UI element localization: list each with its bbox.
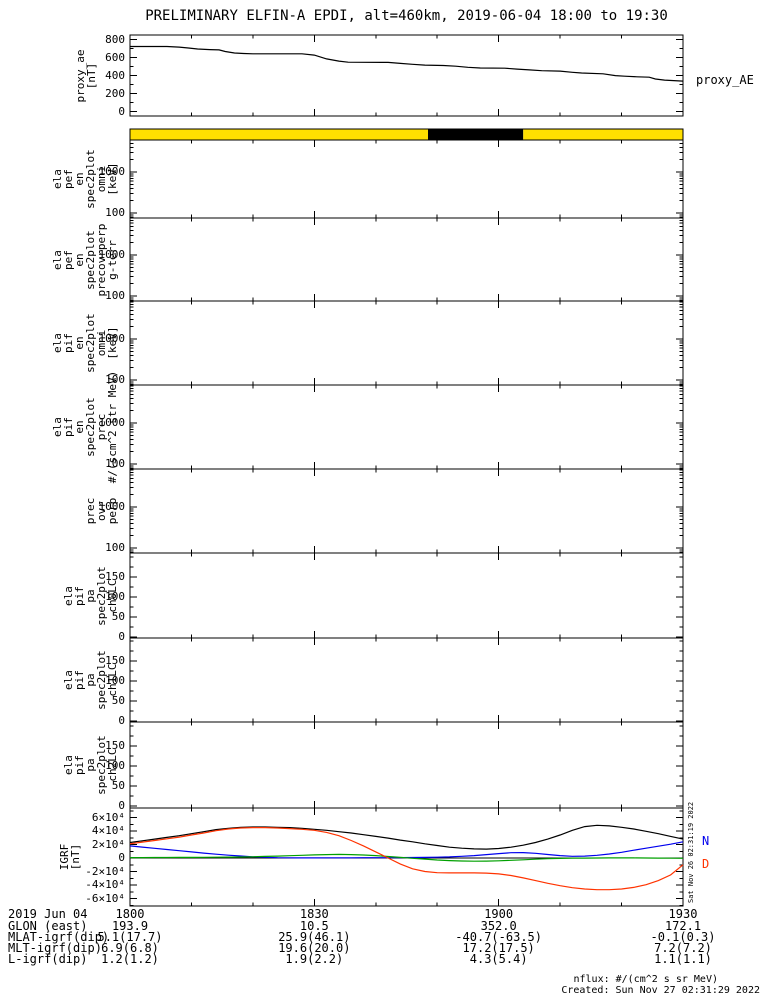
footer-row-value: 1.9(2.2) (285, 952, 344, 966)
footer-row-value: 1.2(1.2) (101, 952, 159, 966)
footer-row-value: 17.2(17.5) (462, 941, 535, 955)
series-line-proxy_AE (130, 45, 684, 82)
ytick-label: 400 (105, 68, 125, 82)
series-line-E (130, 853, 684, 862)
ytick-label: 0 (118, 714, 125, 727)
xtick-label: 1800 (115, 907, 145, 921)
footer-row-value: 352.0 (480, 919, 517, 933)
panel-ylabel-word: [nT] (69, 843, 82, 871)
series-line-D (129, 826, 684, 891)
footer-row-label: GLON (east) (8, 919, 88, 933)
panel-box-ela_pef_en_spec2plot_precovrperp (129, 217, 684, 302)
ytick-label: 50 (111, 694, 125, 707)
ytick-label: 1000 (98, 500, 126, 513)
ytick-label: 100 (105, 759, 125, 772)
footer-row-value: 4.3(5.4) (469, 952, 528, 966)
footer-row-value: 172.1 (664, 919, 702, 933)
panel-box-prec_ovr_perp (129, 468, 684, 554)
ytick-label: 100 (105, 373, 125, 386)
footer-row-value: 6.9(6.8) (101, 941, 159, 955)
panel-box-proxy_ae (129, 34, 684, 117)
side-timestamp: Sat Nov 26 02:31:19 2022 (687, 801, 695, 903)
footer-row-value: 1.1(1.1) (654, 952, 712, 966)
date-label: 2019 Jun 04 (8, 907, 88, 921)
ytick-label: 100 (105, 674, 125, 687)
panel-box-ela_pef_en_spec2plot_omni (129, 139, 684, 219)
ytick-label: 100 (105, 541, 125, 554)
ytick-label: 200 (105, 86, 125, 100)
series-right-label-N: N (702, 833, 710, 848)
orbit-strip-segment (130, 129, 429, 140)
panel-box-ela_pif_pa_spec2plot_ch1LC (129, 637, 684, 723)
ytick-label: -6×10⁴ (85, 891, 125, 905)
ytick-label: 0 (118, 104, 125, 118)
series-line-T (129, 824, 684, 850)
ytick-label: 150 (105, 570, 125, 583)
footer-row-value: 10.5 (299, 919, 329, 933)
right-label-proxy_ae: proxy_AE (696, 73, 754, 88)
ytick-label: 4×10⁴ (91, 824, 125, 837)
series-line-N (129, 841, 684, 859)
footer-row-value: 19.6(20.0) (278, 941, 351, 955)
ytick-label: 1000 (98, 248, 126, 261)
ytick-label: 800 (105, 32, 125, 46)
panel-box-ela_pif_en_spec2plot_omni (129, 300, 684, 386)
footer-row-value: -0.1(0.3) (650, 930, 716, 944)
footer-row-label: MLAT-igrf(dip) (8, 930, 110, 944)
ytick-label: 100 (105, 206, 125, 219)
ytick-label: 150 (105, 739, 125, 752)
ytick-label: 100 (105, 457, 125, 470)
footer-row-value: -40.7(-63.5) (455, 930, 542, 944)
ytick-label: 100 (105, 590, 125, 603)
ytick-label: 0 (118, 851, 125, 864)
created-note: Created: Sun Nov 27 02:31:29 2022 (561, 985, 760, 996)
footer-row-value: 193.9 (111, 919, 149, 933)
footer-row-value: 5.1(17.7) (97, 930, 163, 944)
xtick-label: 1900 (484, 907, 514, 921)
ytick-label: 50 (111, 779, 125, 792)
xtick-label: 1930 (668, 907, 698, 921)
ytick-label: 2×10⁴ (91, 837, 125, 851)
ytick-label: 100 (105, 289, 125, 302)
panel-box-ela_pif_pa_spec2plot_ch0LC (129, 552, 684, 639)
footer-row-label: MLT-igrf(dip) (8, 941, 102, 955)
ytick-label: 600 (105, 50, 125, 64)
panel-box-ela_pif_pa_spec2plot_ch2LC (129, 721, 684, 809)
ytick-label: 1000 (98, 165, 126, 178)
ytick-label: 0 (118, 630, 125, 643)
orbit-strip-segment (523, 129, 683, 140)
ytick-label: 1000 (98, 416, 126, 429)
series-right-label-D: D (702, 856, 710, 871)
footer-row-value: 7.2(7.2) (654, 941, 712, 955)
ytick-label: 150 (105, 654, 125, 667)
nflux-note: nflux: #/(cm^2 s sr MeV) (573, 974, 719, 985)
footer-row-label: L-igrf(dip) (8, 952, 88, 966)
xtick-label: 1830 (299, 907, 329, 921)
orbit-strip-segment (428, 129, 524, 140)
plot-title: PRELIMINARY ELFIN-A EPDI, alt=460km, 201… (145, 8, 668, 24)
ytick-label: -2×10⁴ (85, 864, 125, 878)
panel-box-ela_pif_en_spec2plot_prec (129, 384, 684, 470)
ytick-label: 50 (111, 610, 125, 623)
ytick-label: 6×10⁴ (91, 810, 125, 824)
ytick-label: -4×10⁴ (85, 878, 125, 891)
footer-row-value: 25.9(46.1) (278, 930, 351, 944)
ytick-label: 0 (118, 799, 125, 812)
ytick-label: 1000 (98, 332, 126, 345)
